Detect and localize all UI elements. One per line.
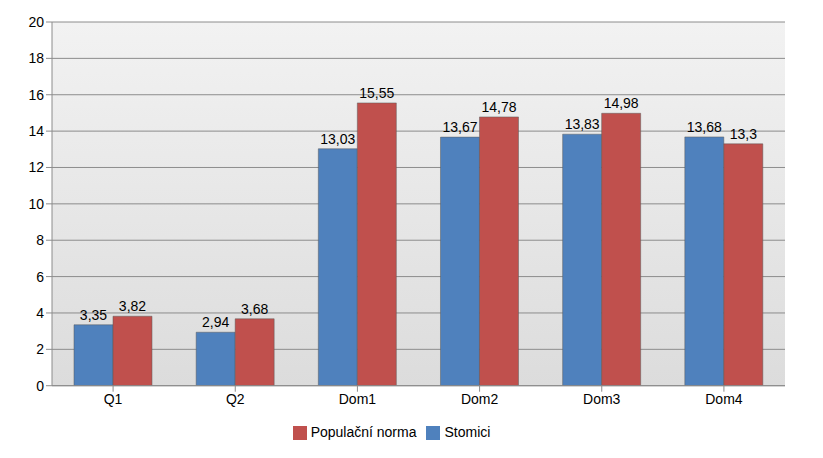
svg-text:13,68: 13,68	[687, 119, 722, 135]
svg-text:2: 2	[36, 341, 44, 357]
svg-text:15,55: 15,55	[359, 85, 394, 101]
svg-text:20: 20	[28, 14, 44, 30]
svg-text:Q2: Q2	[226, 391, 245, 407]
svg-text:13,3: 13,3	[730, 126, 757, 142]
svg-text:3,35: 3,35	[80, 307, 107, 323]
svg-text:8: 8	[36, 232, 44, 248]
svg-text:14,78: 14,78	[481, 99, 516, 115]
svg-text:Dom3: Dom3	[583, 391, 621, 407]
html-text:Stomici: Stomici	[444, 423, 491, 440]
svg-text:Q1: Q1	[104, 391, 123, 407]
svg-text:3,82: 3,82	[119, 298, 146, 314]
svg-text:13,83: 13,83	[565, 116, 600, 132]
svg-text:Dom4: Dom4	[705, 391, 743, 407]
svg-text:14: 14	[28, 123, 44, 139]
svg-text:Dom2: Dom2	[461, 391, 499, 407]
html-text:Populační norma: Populační norma	[310, 423, 417, 440]
svg-text:3,68: 3,68	[241, 301, 268, 317]
svg-text:6: 6	[36, 269, 44, 285]
svg-text:Dom1: Dom1	[339, 391, 377, 407]
svg-text:0: 0	[36, 378, 44, 394]
svg-text:4: 4	[36, 305, 44, 321]
svg-text:2,94: 2,94	[202, 314, 229, 330]
svg-text:13,67: 13,67	[442, 119, 477, 135]
svg-text:18: 18	[28, 50, 44, 66]
svg-text:12: 12	[28, 159, 44, 175]
svg-text:13,03: 13,03	[320, 131, 355, 147]
svg-text:14,98: 14,98	[604, 95, 639, 111]
svg-text:10: 10	[28, 196, 44, 212]
svg-text:16: 16	[28, 87, 44, 103]
